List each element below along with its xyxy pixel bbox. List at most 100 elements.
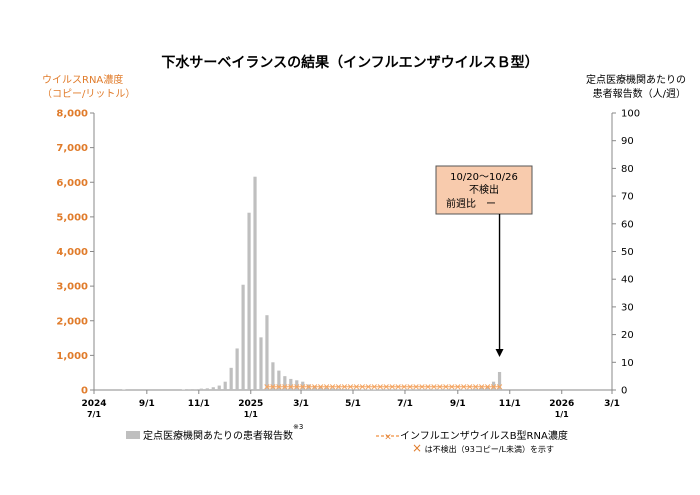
legend-line-label: インフルエンザウイルスB型RNA濃度: [400, 431, 568, 442]
rna-nondetect-marker: [270, 384, 276, 390]
x-axis-tick-sublabel: 1/1: [555, 410, 569, 419]
rna-nondetect-marker: [490, 384, 497, 390]
right-axis-label: 定点医療機関あたりの 患者報告数（人/週）: [586, 74, 686, 102]
annotation-week-change: 前週比 ー: [446, 197, 496, 210]
legend-bar-text: 定点医療機関あたりの患者報告数: [143, 431, 293, 442]
patient-report-bar: [366, 389, 370, 390]
patient-report-bar: [265, 315, 269, 390]
right-axis-tick-label: 100: [621, 109, 640, 120]
patient-report-bar: [301, 381, 305, 390]
legend-note-marker: ×: [412, 441, 423, 455]
annotation-box: [435, 165, 533, 215]
rna-nondetect-marker: [377, 384, 383, 390]
x-axis-tick-label: 3/1: [293, 399, 309, 409]
annotation-status: 不検出: [469, 183, 499, 196]
right-axis-tick-label: 50: [621, 247, 634, 258]
patient-report-bar: [223, 381, 227, 390]
patient-report-bar: [193, 389, 197, 390]
patient-report-bar: [372, 389, 376, 390]
patient-report-bar: [491, 381, 496, 390]
legend-bar-swatch: [126, 431, 140, 439]
x-axis-tick-label: 2024: [81, 399, 106, 409]
annotation-date-range: 10/20～10/26: [450, 172, 518, 183]
right-axis-tick-label: 80: [621, 164, 634, 175]
right-axis-tick-label: 70: [621, 192, 634, 203]
right-axis-tick-label: 40: [621, 275, 634, 286]
rna-nondetect-marker: [264, 384, 270, 390]
rna-nondetect-marker: [395, 384, 401, 390]
rna-nondetect-marker: [335, 384, 342, 390]
patient-report-bar: [235, 348, 239, 390]
patient-report-bar: [342, 388, 347, 390]
patient-report-bar: [247, 212, 251, 390]
legend-note: × は不検出（93コピー/L未満）を示す: [412, 441, 554, 455]
left-axis-tick-label: 6,000: [56, 178, 88, 189]
rna-nondetect-marker: [431, 384, 437, 390]
rna-nondetect-marker: [306, 384, 312, 390]
patient-report-bar: [217, 385, 221, 390]
x-axis-tick-label: 7/1: [397, 399, 413, 409]
chart-title: 下水サーベイランスの結果（インフルエンザウイルスＢ型）: [161, 55, 539, 71]
legend-bar-superscript: ※3: [293, 422, 304, 431]
patient-report-bar: [211, 387, 215, 390]
patient-report-bar: [354, 389, 359, 390]
left-axis-tick-label: 0: [81, 386, 88, 397]
rna-nondetect-marker: [341, 384, 348, 390]
rna-nondetect-marker: [294, 384, 300, 390]
x-axis-tick-label: 3/1: [604, 399, 620, 409]
rna-nondetect-marker: [389, 384, 395, 390]
x-axis-tick-label: 5/1: [345, 399, 361, 409]
annotation-arrow-head: [495, 348, 504, 357]
rna-nondetect-marker: [413, 384, 419, 390]
rna-nondetect-marker: [478, 384, 485, 390]
patient-report-bar: [289, 378, 293, 390]
rna-nondetect-marker: [467, 384, 473, 390]
right-axis-tick-label: 90: [621, 136, 634, 147]
legend-line-swatch: ×: [376, 433, 400, 442]
rna-nondetect-marker: [455, 384, 461, 390]
patient-report-bar: [205, 388, 209, 390]
right-axis-tick-label: 20: [621, 330, 634, 341]
left-axis-tick-label: 8,000: [56, 109, 88, 120]
x-axis-tick-label: 2026: [549, 399, 574, 409]
right-axis-tick-label: 30: [621, 302, 634, 313]
patient-report-bar: [277, 370, 281, 390]
rna-nondetect-marker: [449, 384, 455, 390]
rna-nondetect-marker: [323, 384, 330, 390]
rna-nondetect-marker: [425, 384, 431, 390]
patient-report-bar: [474, 388, 478, 390]
right-axis-label-line-2: 患者報告数（人/週）: [592, 89, 686, 100]
rna-nondetect-marker: [353, 384, 360, 390]
x-axis-tick-sublabel: 7/1: [87, 410, 101, 419]
x-axis-tick-sublabel: 1/1: [244, 410, 258, 419]
svg-text:×: ×: [384, 433, 392, 442]
x-axis-tick-label: 2025: [238, 399, 263, 409]
rna-nondetect-marker: [288, 384, 294, 390]
patient-report-bar: [462, 389, 466, 390]
right-axis-tick-label: 10: [621, 358, 634, 369]
left-axis-label-line-1: ウイルスRNA濃度: [42, 75, 124, 86]
patient-report-bar: [324, 387, 329, 390]
patient-report-bar: [241, 284, 245, 390]
patient-report-bar: [348, 389, 353, 390]
x-axis-tick-label: 11/1: [188, 399, 210, 409]
legend-note-text: は不検出（93コピー/L未満）を示す: [424, 445, 554, 454]
rna-nondetect-marker: [282, 384, 288, 390]
rna-nondetect-marker: [359, 384, 366, 390]
patient-report-bar: [360, 389, 364, 390]
right-axis-tick-label: 0: [621, 386, 627, 397]
x-axis-tick-label: 11/1: [499, 399, 521, 409]
rna-nondetect-marker: [496, 384, 503, 390]
rna-nondetect-marker: [347, 384, 354, 390]
left-axis-tick-label: 1,000: [56, 351, 88, 362]
left-axis-tick-label: 5,000: [56, 212, 88, 223]
rna-nondetect-marker: [461, 384, 467, 390]
patient-report-bar: [319, 386, 323, 390]
rna-nondetect-marker: [473, 384, 479, 390]
patient-report-bar: [199, 388, 203, 390]
legend-bar-label: 定点医療機関あたりの患者報告数※3: [143, 423, 303, 442]
rna-nondetect-marker: [371, 384, 377, 390]
rna-nondetect-marker: [365, 384, 371, 390]
patient-report-bar: [122, 389, 126, 390]
patient-report-bar: [486, 386, 490, 390]
